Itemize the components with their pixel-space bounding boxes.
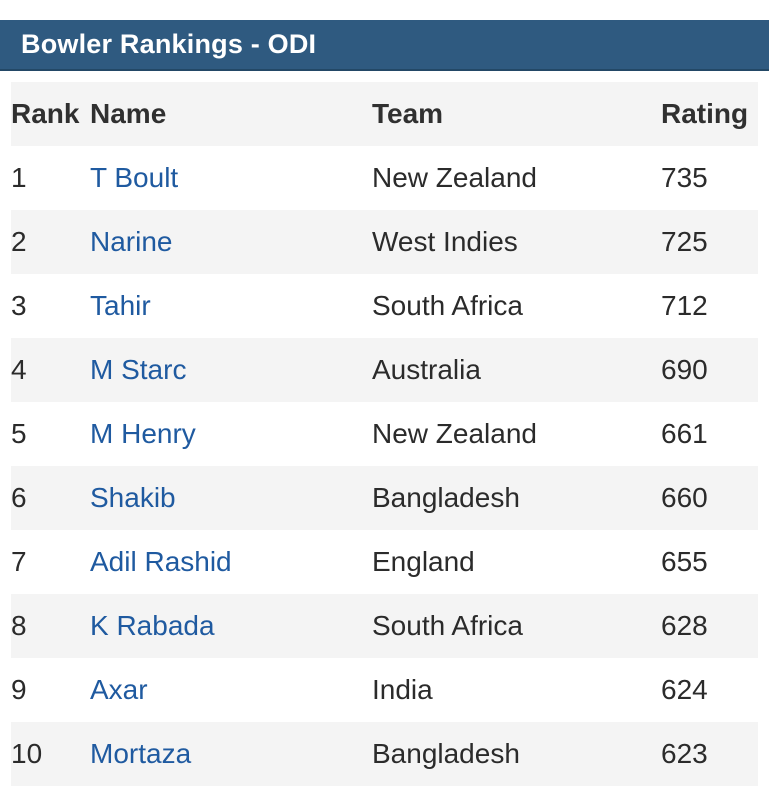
rank-cell: 4 (11, 354, 27, 385)
player-link[interactable]: Narine (90, 226, 173, 257)
rating-cell: 655 (661, 546, 708, 577)
rank-cell: 6 (11, 482, 27, 513)
rank-cell: 7 (11, 546, 27, 577)
team-cell: West Indies (372, 226, 518, 257)
rating-cell: 690 (661, 354, 708, 385)
player-link[interactable]: Axar (90, 674, 148, 705)
table-row: 3 Tahir South Africa 712 (11, 274, 758, 338)
rating-cell: 661 (661, 418, 708, 449)
team-cell: India (372, 674, 433, 705)
table-row: 5 M Henry New Zealand 661 (11, 402, 758, 466)
team-cell: Bangladesh (372, 482, 520, 513)
rank-cell: 10 (11, 738, 43, 769)
name-cell: Mortaza (90, 722, 372, 786)
table-header-row: Rank Name Team Rating (11, 82, 758, 146)
column-header-rank: Rank (11, 98, 80, 129)
column-header-name: Name (90, 98, 167, 129)
page-title: Bowler Rankings - ODI (21, 29, 317, 59)
player-link[interactable]: Shakib (90, 482, 176, 513)
player-link[interactable]: Mortaza (90, 738, 192, 769)
player-link[interactable]: M Henry (90, 418, 196, 449)
table-row: 2 Narine West Indies 725 (11, 210, 758, 274)
team-cell: Bangladesh (372, 738, 520, 769)
player-link[interactable]: T Boult (90, 162, 179, 193)
rankings-header: Bowler Rankings - ODI (0, 20, 769, 71)
table-row: 8 K Rabada South Africa 628 (11, 594, 758, 658)
rating-cell: 660 (661, 482, 708, 513)
table-row: 7 Adil Rashid England 655 (11, 530, 758, 594)
name-cell: Axar (90, 658, 372, 722)
name-cell: Shakib (90, 466, 372, 530)
column-header-rating: Rating (661, 98, 749, 129)
player-link[interactable]: Adil Rashid (90, 546, 232, 577)
rank-cell: 3 (11, 290, 27, 321)
name-cell: Narine (90, 210, 372, 274)
table-row: 9 Axar India 624 (11, 658, 758, 722)
rating-cell: 712 (661, 290, 708, 321)
team-cell: Australia (372, 354, 481, 385)
rating-cell: 628 (661, 610, 708, 641)
table-row: 6 Shakib Bangladesh 660 (11, 466, 758, 530)
table-row: 4 M Starc Australia 690 (11, 338, 758, 402)
rank-cell: 2 (11, 226, 27, 257)
name-cell: T Boult (90, 146, 372, 210)
team-cell: South Africa (372, 290, 523, 321)
rating-cell: 735 (661, 162, 708, 193)
rankings-table: Rank Name Team Rating 1 T Boult New Zeal… (11, 82, 758, 786)
rank-cell: 8 (11, 610, 27, 641)
rank-cell: 5 (11, 418, 27, 449)
name-cell: M Starc (90, 338, 372, 402)
column-header-team: Team (372, 98, 444, 129)
rank-cell: 9 (11, 674, 27, 705)
player-link[interactable]: K Rabada (90, 610, 215, 641)
rating-cell: 725 (661, 226, 708, 257)
player-link[interactable]: M Starc (90, 354, 187, 385)
team-cell: New Zealand (372, 162, 537, 193)
rating-cell: 624 (661, 674, 708, 705)
team-cell: South Africa (372, 610, 523, 641)
name-cell: K Rabada (90, 594, 372, 658)
name-cell: M Henry (90, 402, 372, 466)
team-cell: New Zealand (372, 418, 537, 449)
table-row: 1 T Boult New Zealand 735 (11, 146, 758, 210)
name-cell: Adil Rashid (90, 530, 372, 594)
rank-cell: 1 (11, 162, 27, 193)
name-cell: Tahir (90, 274, 372, 338)
rating-cell: 623 (661, 738, 708, 769)
player-link[interactable]: Tahir (90, 290, 151, 321)
table-row: 10 Mortaza Bangladesh 623 (11, 722, 758, 786)
team-cell: England (372, 546, 475, 577)
